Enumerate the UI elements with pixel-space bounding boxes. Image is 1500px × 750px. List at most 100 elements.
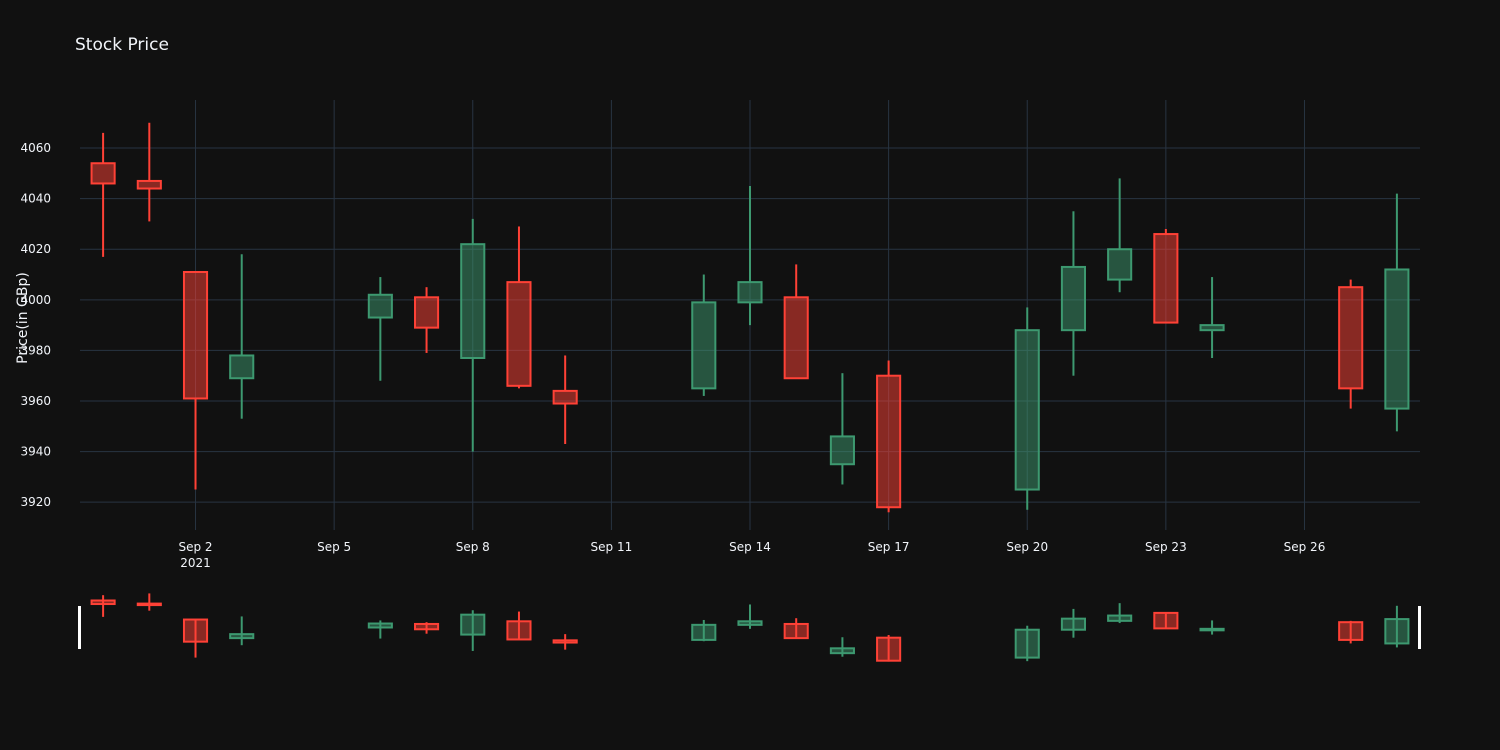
candle-body xyxy=(1384,268,1410,410)
mini-candle-decreasing xyxy=(136,593,162,611)
mini-candle-decreasing xyxy=(182,618,209,658)
candle-body xyxy=(737,281,763,304)
candle-increasing[interactable] xyxy=(1107,178,1133,293)
candle-body xyxy=(229,354,255,380)
candle-increasing[interactable] xyxy=(229,254,255,419)
y-tick-label: 4020 xyxy=(20,242,51,256)
mini-candle-increasing xyxy=(460,610,486,651)
range-slider-right-handle[interactable] xyxy=(1418,606,1421,649)
mini-candle-body xyxy=(136,602,162,607)
x-tick-label: Sep 14 xyxy=(729,540,771,554)
mini-candle-body xyxy=(182,618,209,643)
candle-increasing[interactable] xyxy=(691,274,717,396)
mini-candle-body xyxy=(691,623,717,641)
mini-candle-body xyxy=(829,647,855,655)
mini-candle-increasing xyxy=(1014,625,1040,662)
chart-title: Stock Price xyxy=(75,35,169,55)
mini-candle-body xyxy=(367,622,393,629)
candle-decreasing[interactable] xyxy=(90,132,116,257)
mini-candle-decreasing xyxy=(1338,620,1364,644)
mini-candle-decreasing xyxy=(1153,611,1179,630)
candle-decreasing[interactable] xyxy=(876,360,902,513)
mini-candle-body xyxy=(737,620,763,626)
x-tick-label: Sep 20 xyxy=(1006,540,1048,554)
mini-candle-body xyxy=(1153,611,1179,630)
y-tick-label: 4040 xyxy=(20,192,51,206)
x-tick-year-label: 2021 xyxy=(180,556,211,570)
y-axis-ticks: 3920 3940 3960 3980 4000 4020 4040 4060 xyxy=(20,141,51,509)
x-tick-label: Sep 2 xyxy=(178,540,212,554)
candle-increasing[interactable] xyxy=(367,277,393,381)
candle-decreasing[interactable] xyxy=(783,264,809,380)
mini-candle-body xyxy=(90,599,116,606)
candle-body xyxy=(829,435,855,466)
x-tick-label: Sep 17 xyxy=(868,540,910,554)
candle-body xyxy=(1199,324,1225,332)
range-slider[interactable] xyxy=(78,593,1421,662)
y-tick-label: 4000 xyxy=(20,293,51,307)
mini-candle-increasing xyxy=(691,619,717,642)
mini-candle-decreasing xyxy=(506,611,532,641)
mini-candle-body xyxy=(783,622,809,640)
mini-candle-increasing xyxy=(1199,620,1225,635)
candle-decreasing[interactable] xyxy=(414,287,440,353)
candle-decreasing[interactable] xyxy=(182,271,209,490)
candle-increasing[interactable] xyxy=(1014,307,1040,510)
mini-candle-body xyxy=(1384,618,1410,645)
candle-decreasing[interactable] xyxy=(136,122,162,222)
mini-candle-decreasing xyxy=(552,634,578,650)
candle-body xyxy=(783,296,809,380)
candle-increasing[interactable] xyxy=(829,373,855,485)
mini-candle-body xyxy=(1199,627,1225,632)
mini-candle-body xyxy=(506,620,532,641)
candle-body xyxy=(552,389,578,405)
y-axis-title: Price(in GBp) xyxy=(15,272,31,364)
candle-increasing[interactable] xyxy=(737,186,763,326)
candle-body xyxy=(182,271,209,400)
candle-body xyxy=(1060,265,1087,332)
mini-candle-decreasing xyxy=(876,635,902,662)
mini-candle-increasing xyxy=(1107,603,1133,624)
candles[interactable] xyxy=(90,122,1410,513)
candle-body xyxy=(691,301,717,390)
mini-candle-body xyxy=(552,639,578,644)
mini-candle-body xyxy=(460,613,486,636)
candle-increasing[interactable] xyxy=(460,218,486,452)
y-tick-label: 4060 xyxy=(20,141,51,155)
mini-candle-decreasing xyxy=(414,622,440,634)
y-tick-label: 3960 xyxy=(20,394,51,408)
range-slider-candles xyxy=(90,593,1410,662)
candle-decreasing[interactable] xyxy=(506,226,532,389)
candle-body xyxy=(90,162,116,185)
candle-increasing[interactable] xyxy=(1060,211,1087,376)
x-tick-label: Sep 26 xyxy=(1284,540,1326,554)
candle-decreasing[interactable] xyxy=(1338,279,1364,409)
mini-candle-increasing xyxy=(737,604,763,629)
candle-body xyxy=(1014,329,1040,491)
y-tick-label: 3980 xyxy=(20,343,51,357)
candle-body xyxy=(1107,248,1133,281)
mini-candle-decreasing xyxy=(90,595,116,617)
y-tick-label: 3940 xyxy=(20,445,51,459)
mini-candle-body xyxy=(414,622,440,631)
x-tick-label: Sep 11 xyxy=(591,540,633,554)
mini-candle-body xyxy=(1060,617,1087,631)
candle-body xyxy=(136,179,162,190)
candle-body xyxy=(1338,286,1364,390)
mini-candle-increasing xyxy=(829,637,855,657)
y-tick-label: 3920 xyxy=(20,495,51,509)
range-slider-left-handle[interactable] xyxy=(78,606,81,649)
mini-candle-body xyxy=(876,636,902,662)
candle-decreasing[interactable] xyxy=(552,355,578,444)
candle-increasing[interactable] xyxy=(1384,193,1410,432)
mini-candle-increasing xyxy=(1060,608,1087,638)
candle-increasing[interactable] xyxy=(1199,277,1225,358)
candle-decreasing[interactable] xyxy=(1153,229,1179,324)
candle-body xyxy=(460,243,486,359)
mini-candle-body xyxy=(229,633,255,640)
mini-candle-increasing xyxy=(367,620,393,639)
mini-candle-increasing xyxy=(1384,605,1410,648)
mini-candle-decreasing xyxy=(783,618,809,640)
candle-body xyxy=(506,281,532,387)
